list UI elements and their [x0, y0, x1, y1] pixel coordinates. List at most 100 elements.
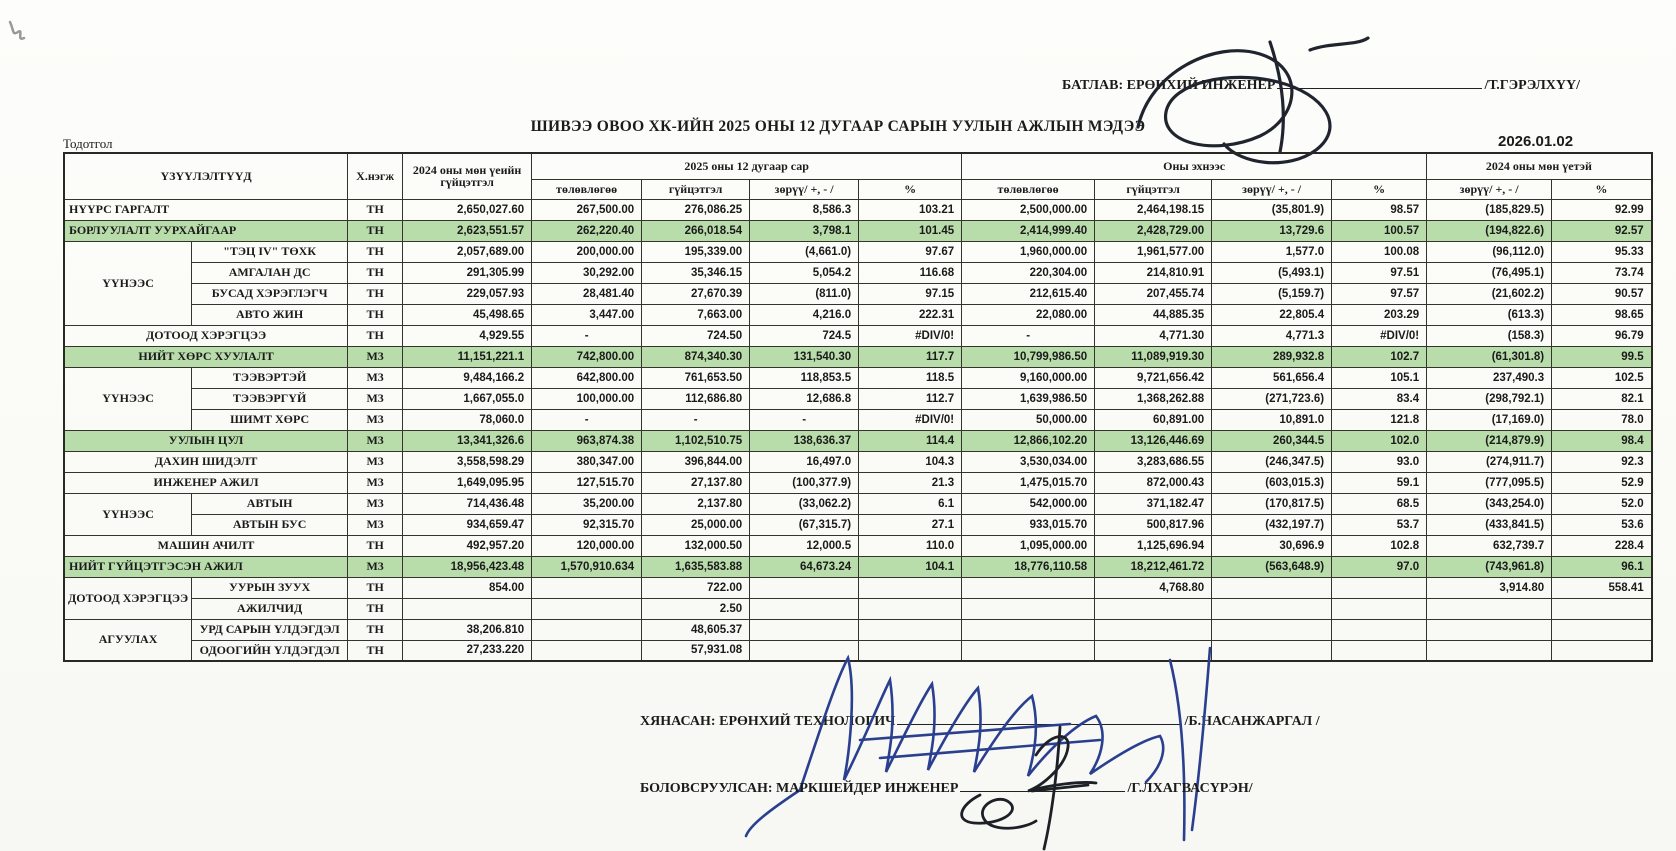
cell-value: 118,853.5 — [749, 366, 860, 389]
cell-value — [749, 576, 860, 599]
table-row: ҮҮНЭЭС АВТЫН М3 714,436.48 35,200.00 2,137.80… — [63, 492, 1653, 536]
cell-value: 396,844.00 — [641, 450, 751, 473]
cell-value: 90.57 — [1551, 282, 1653, 305]
table-row: АЖИЛЧИД ТН 2.50 — [64, 597, 1653, 620]
cell-value — [1211, 639, 1333, 662]
row-unit: ТН — [347, 261, 404, 284]
cell-value — [1551, 597, 1653, 620]
cell-value: 220,304.00 — [961, 261, 1096, 284]
prepared-name: /Г.ЛХАГВАСҮРЭН/ — [1127, 781, 1253, 796]
cell-value — [858, 576, 963, 599]
cell-value: 110.0 — [858, 534, 963, 557]
prepared-signature-line — [960, 779, 1126, 792]
cell-value: 9,484,166.2 — [402, 366, 533, 389]
cell-value — [858, 618, 963, 641]
table-header: ҮЗҮҮЛЭЛТҮҮД Х.нэгж 2024 оны мөн үеийн гү… — [63, 152, 1653, 200]
cell-value: 131,540.30 — [749, 345, 860, 368]
cell-value: 3,283,686.55 — [1094, 450, 1213, 473]
table-row: МАШИН АЧИЛТ ТН 492,957.20 120,000.00 132,000… — [63, 534, 1653, 557]
table-row: ДОТООД ХЭРЭГЦЭЭ УУРЫН ЗУУХ ТН 854.00 722.00 4… — [63, 576, 1653, 620]
cell-value: 100.08 — [1331, 240, 1428, 263]
cell-value: 1,095,000.00 — [961, 534, 1096, 557]
row-label: БУСАД ХЭРЭГЛЭГЧ — [191, 282, 349, 305]
row-label: УУРЫН ЗУУХ — [191, 576, 349, 599]
cell-value: 2,137.80 — [641, 492, 751, 515]
cell-value: 45,498.65 — [402, 303, 533, 326]
cell-value: 7,663.00 — [641, 303, 751, 326]
cell-value: 112,686.80 — [641, 387, 751, 410]
reviewed-title: ЕРӨНХИЙ ТЕХНОЛОГИЧ — [715, 714, 896, 729]
cell-value: 11,089,919.30 — [1094, 345, 1213, 368]
cell-value: (194,822.6) — [1426, 219, 1553, 242]
table-row: БУСАД ХЭРЭГЛЭГЧ ТН 229,057.93 28,481.40 27,6… — [64, 282, 1653, 305]
cell-value: 371,182.47 — [1094, 492, 1213, 515]
cell-value: 102.0 — [1331, 429, 1428, 452]
header-prev-year-actual: 2024 оны мөн үеийн гүйцэтгэл — [402, 152, 533, 200]
row-group-label: ҮҮНЭЭС — [63, 492, 193, 536]
cell-value: 6.1 — [858, 492, 963, 515]
cell-value — [961, 639, 1096, 662]
cell-value: 229,057.93 — [402, 282, 533, 305]
cell-value: 48,605.37 — [641, 618, 751, 641]
cell-value: (33,062.2) — [749, 492, 860, 515]
cell-value: 207,455.74 — [1094, 282, 1213, 305]
cell-value: 934,659.47 — [402, 513, 533, 536]
cell-value — [1094, 597, 1213, 620]
cell-value: 53.6 — [1551, 513, 1653, 536]
table-row: УУЛЫН ЦУЛ М3 13,341,326.6 963,874.38 1,102,5… — [63, 429, 1653, 452]
cell-value: 260,344.5 — [1211, 429, 1333, 452]
header-diff-prev: зөрүү/ +, - / — [1426, 178, 1553, 200]
table-row: НИЙТ ХӨРС ХУУЛАЛТ М3 11,151,221.1 742,800.0… — [63, 345, 1653, 368]
cell-value: (433,841.5) — [1426, 513, 1553, 536]
table-row: НИЙТ ГҮЙЦЭТГЭСЭН АЖИЛ М3 18,956,423.48 1,57… — [63, 555, 1653, 578]
cell-value: 98.4 — [1551, 429, 1653, 452]
cell-value: 97.67 — [858, 240, 963, 263]
header-plan-month: төлөвлөгөө — [531, 178, 643, 200]
cell-value — [749, 618, 860, 641]
cell-value: 97.51 — [1331, 261, 1428, 284]
document-title: ШИВЭЭ ОВОО ХК-ИЙН 2025 ОНЫ 12 ДУГААР САР… — [530, 118, 1146, 135]
cell-value: 103.21 — [858, 198, 963, 221]
approve-signature-line — [1277, 76, 1483, 89]
row-unit: М3 — [347, 450, 404, 473]
cell-value: 102.7 — [1331, 345, 1428, 368]
cell-value: 30,292.00 — [531, 261, 643, 284]
row-unit: ТН — [347, 639, 404, 662]
table-row: ДАХИН ШИДЭЛТ М3 3,558,598.29 380,347.00 396,… — [63, 450, 1653, 473]
cell-value: (298,792.1) — [1426, 387, 1553, 410]
row-unit: ТН — [347, 219, 404, 242]
cell-value: 558.41 — [1551, 576, 1653, 599]
row-unit: ТН — [347, 303, 404, 326]
cell-value: 5,054.2 — [749, 261, 860, 284]
reviewed-name: /Б.НАСАНЖАРГАЛ / — [1184, 714, 1320, 729]
cell-value: 114.4 — [858, 429, 963, 452]
header-ytd-group: Оны эхнээс — [961, 152, 1428, 180]
cell-value — [961, 576, 1096, 599]
cell-value: 289,932.8 — [1211, 345, 1333, 368]
cell-value: 2,414,999.40 — [961, 219, 1096, 242]
row-label: НҮҮРС ГАРГАЛТ — [63, 198, 349, 221]
cell-value: 2,428,729.00 — [1094, 219, 1213, 242]
cell-value: 933,015.70 — [961, 513, 1096, 536]
cell-value: 291,305.99 — [402, 261, 533, 284]
cell-value: 4,771.3 — [1211, 324, 1333, 347]
header-diff-ytd: зөрүү/ +, - / — [1211, 178, 1333, 200]
cell-value: 82.1 — [1551, 387, 1653, 410]
table-row: АВТО ЖИН ТН 45,498.65 3,447.00 7,663.00 4,216… — [64, 303, 1653, 326]
cell-value: 25,000.00 — [641, 513, 751, 536]
row-group-label: ҮҮНЭЭС — [63, 240, 193, 326]
cell-value: (246,347.5) — [1211, 450, 1333, 473]
cell-value: (35,801.9) — [1211, 198, 1333, 221]
cell-value: 95.33 — [1551, 240, 1653, 263]
cell-value: 1,649,095.95 — [402, 471, 533, 494]
cell-value: 112.7 — [858, 387, 963, 410]
cell-value — [1211, 597, 1333, 620]
cell-value: - — [749, 408, 860, 431]
cell-value: 92.57 — [1551, 219, 1653, 242]
cell-value: 27,670.39 — [641, 282, 751, 305]
cell-value: (170,817.5) — [1211, 492, 1333, 515]
cell-value: (4,661.0) — [749, 240, 860, 263]
cell-value: 78,060.0 — [402, 408, 533, 431]
row-label: АЖИЛЧИД — [191, 597, 349, 620]
cell-value — [1551, 618, 1653, 641]
